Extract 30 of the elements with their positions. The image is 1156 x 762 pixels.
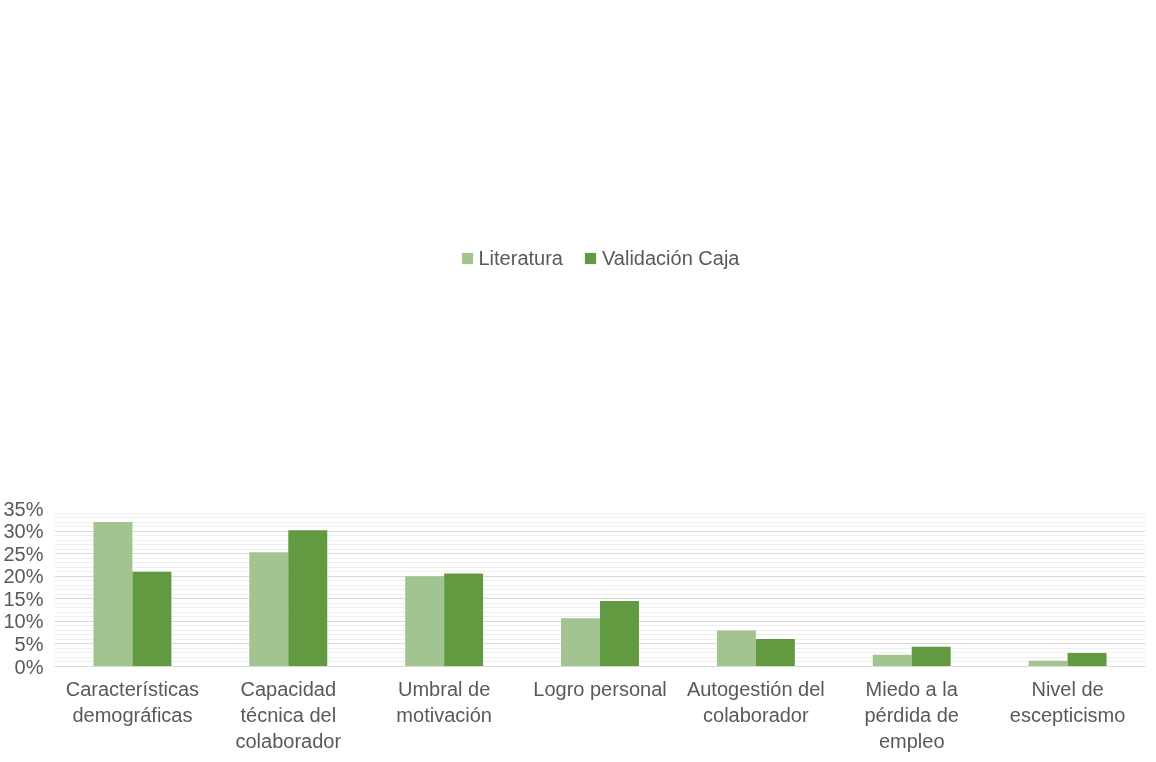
bar [872,654,912,667]
bar [755,638,795,667]
y-tick-label: 25% [3,542,44,565]
bar [1067,652,1107,667]
bar [911,646,951,667]
bar [249,552,289,667]
bar [444,573,484,667]
y-tick-label: 10% [3,610,44,633]
y-tick-label: 35% [3,497,44,520]
bar [561,618,600,667]
bar [288,530,328,667]
legend-label: Literatura [478,246,563,270]
legend-label: Validación Caja [602,246,740,270]
x-tick-label: Autogestión del colaborador [686,677,825,726]
bar [132,571,172,667]
y-tick-label: 20% [3,565,44,588]
y-tick-label: 15% [3,587,44,610]
bar [716,630,756,667]
x-tick-label: Umbral de motivación [396,677,492,726]
y-tick-label: 0% [14,655,44,678]
x-tick-label: Características demográficas [65,677,200,726]
bar [93,522,133,667]
y-tick-label: 5% [14,632,44,655]
y-tick-label: 30% [3,520,44,543]
bar [600,601,639,667]
x-tick-label: Logro personal [533,677,667,700]
x-tick-label: Capacidad técnica del colaborador [235,677,342,753]
x-tick-label: Nivel de escepticismo [1009,677,1126,726]
bar [405,576,445,667]
x-tick-label: Miedo a la pérdida de empleo [864,677,959,753]
